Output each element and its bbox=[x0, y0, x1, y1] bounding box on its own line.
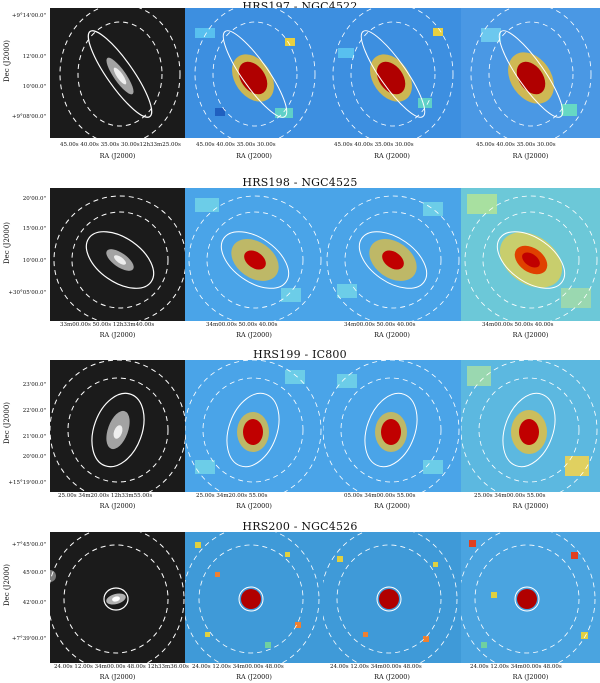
optical-galaxy-image bbox=[50, 360, 185, 492]
x-axis-label: RA (J2000) bbox=[236, 673, 272, 681]
x-tick-labels: 25.00s 34m00.00s 55.00s bbox=[474, 493, 546, 499]
x-tick-labels: 45.00s 40.00s 35.00s 30.00s bbox=[334, 142, 414, 148]
y-tick: +7°45'00.0" bbox=[11, 542, 46, 548]
y-tick: 12'00.0" bbox=[22, 54, 46, 60]
x-axis-label: RA (J2000) bbox=[512, 502, 549, 510]
x-axis-label: RA (J2000) bbox=[236, 502, 272, 510]
x-axis-label: RA (J2000) bbox=[99, 152, 136, 160]
infrared-map-panel-3 bbox=[461, 360, 600, 492]
x-axis-label: RA (J2000) bbox=[99, 331, 136, 339]
y-tick: 42'00.0" bbox=[22, 600, 46, 606]
y-tick: 23'00.0" bbox=[22, 382, 46, 388]
y-tick: 22'00.0" bbox=[22, 408, 46, 414]
x-tick-labels: 24.00s 12.00s 34m00.00s 48.00s bbox=[470, 664, 562, 670]
x-axis-label: RA (J2000) bbox=[374, 502, 410, 510]
y-tick: +15°19'00.0" bbox=[8, 480, 46, 486]
optical-image-panel bbox=[50, 8, 185, 138]
infrared-map bbox=[323, 360, 461, 492]
x-tick-labels: 05.00s 34m00.00s 55.00s bbox=[344, 493, 416, 499]
x-tick-labels: 34m00.00s 50.00s 40.00s bbox=[206, 322, 278, 328]
infrared-map bbox=[185, 532, 323, 663]
y-tick: 15'00.0" bbox=[22, 226, 46, 232]
row-title: HRS200 - NGC4526 bbox=[242, 520, 358, 533]
x-axis-label: RA (J2000) bbox=[374, 673, 410, 681]
infrared-map-panel-2 bbox=[323, 188, 461, 321]
infrared-map-panel-2 bbox=[323, 8, 461, 138]
infrared-map bbox=[461, 188, 600, 321]
x-tick-labels: 45.00s 40.00s 35.00s 30.00s bbox=[476, 142, 556, 148]
infrared-map bbox=[323, 532, 461, 663]
infrared-map bbox=[323, 8, 461, 138]
infrared-map bbox=[461, 360, 600, 492]
infrared-map bbox=[185, 188, 323, 321]
y-axis-label: Dec (J2000) bbox=[3, 40, 11, 82]
x-axis-label: RA (J2000) bbox=[512, 673, 549, 681]
x-tick-labels: 33m00.00s 50.00s 12h33m40.00s bbox=[60, 322, 155, 328]
x-tick-labels: 34m00.00s 50.00s 40.00s bbox=[482, 322, 554, 328]
infrared-map bbox=[461, 532, 600, 663]
infrared-map bbox=[461, 8, 600, 138]
optical-galaxy-image bbox=[50, 188, 185, 321]
figure-row-2: HRS198 - NGC4525 Dec (J2000) 20'00.0" 15… bbox=[0, 170, 600, 340]
x-tick-labels: 25.00s 34m20.00s 55.00s bbox=[196, 493, 268, 499]
infrared-map-panel-3 bbox=[461, 8, 600, 138]
optical-galaxy-image bbox=[50, 532, 185, 663]
y-tick: +9°14'00.0" bbox=[11, 13, 46, 19]
x-axis-label: RA (J2000) bbox=[99, 502, 136, 510]
infrared-map-panel-1 bbox=[185, 532, 323, 663]
x-axis-label: RA (J2000) bbox=[374, 331, 410, 339]
x-tick-labels: 25.00s 34m20.00s 12h33m55.00s bbox=[58, 493, 153, 499]
x-tick-labels: 34m00.00s 50.00s 40.00s bbox=[344, 322, 416, 328]
infrared-map-panel-1 bbox=[185, 8, 323, 138]
y-tick: +30°05'00.0" bbox=[8, 290, 46, 296]
x-axis-label: RA (J2000) bbox=[512, 152, 549, 160]
infrared-map bbox=[185, 8, 323, 138]
x-axis-label: RA (J2000) bbox=[374, 152, 410, 160]
optical-image-panel bbox=[50, 360, 185, 492]
infrared-map bbox=[185, 360, 323, 492]
y-tick: 20'00.0" bbox=[22, 454, 46, 460]
y-tick: +9°08'00.0" bbox=[11, 114, 46, 120]
x-axis-label: RA (J2000) bbox=[99, 673, 136, 681]
infrared-map bbox=[323, 188, 461, 321]
infrared-map-panel-1 bbox=[185, 360, 323, 492]
x-axis-label: RA (J2000) bbox=[236, 152, 272, 160]
infrared-map-panel-1 bbox=[185, 188, 323, 321]
row-title: HRS198 - NGC4525 bbox=[242, 176, 358, 189]
optical-image-panel bbox=[50, 532, 185, 663]
row-title: HRS199 - IC800 bbox=[253, 348, 347, 361]
optical-image-panel bbox=[50, 188, 185, 321]
infrared-map-panel-2 bbox=[323, 532, 461, 663]
figure-row-1: HRS197 - NGC4522 Dec (J2000) +9°14'00.0"… bbox=[0, 0, 600, 170]
y-tick: 10'00.0" bbox=[22, 258, 46, 264]
infrared-map-panel-2 bbox=[323, 360, 461, 492]
x-axis-label: RA (J2000) bbox=[512, 331, 549, 339]
y-tick: +7°39'00.0" bbox=[11, 636, 46, 642]
x-tick-labels: 24.00s 12.00s 34m00.00s 48.00s 12h33m36.… bbox=[54, 664, 189, 670]
x-tick-labels: 45.00s 40.00s 35.00s 30.00s12h33m25.00s bbox=[60, 142, 181, 148]
figure-row-3: HRS199 - IC800 Dec (J2000) 23'00.0" 22'0… bbox=[0, 342, 600, 514]
y-tick: 21'00.0" bbox=[22, 434, 46, 440]
infrared-map-panel-3 bbox=[461, 532, 600, 663]
x-tick-labels: 45.00s 40.00s 35.00s 30.00s bbox=[196, 142, 276, 148]
infrared-map-panel-3 bbox=[461, 188, 600, 321]
y-tick: 45'00.0" bbox=[22, 570, 46, 576]
figure-row-4: HRS200 - NGC4526 Dec (J2000) +7°45'00.0"… bbox=[0, 514, 600, 683]
y-tick: 20'00.0" bbox=[22, 196, 46, 202]
x-axis-label: RA (J2000) bbox=[236, 331, 272, 339]
x-tick-labels: 24.00s 12.00s 34m00.00s 48.00s bbox=[330, 664, 422, 670]
x-tick-labels: 24.00s 12.00s 34m00.00s 48.00s bbox=[192, 664, 284, 670]
y-tick: 10'00.0" bbox=[22, 84, 46, 90]
optical-galaxy-image bbox=[50, 8, 185, 138]
